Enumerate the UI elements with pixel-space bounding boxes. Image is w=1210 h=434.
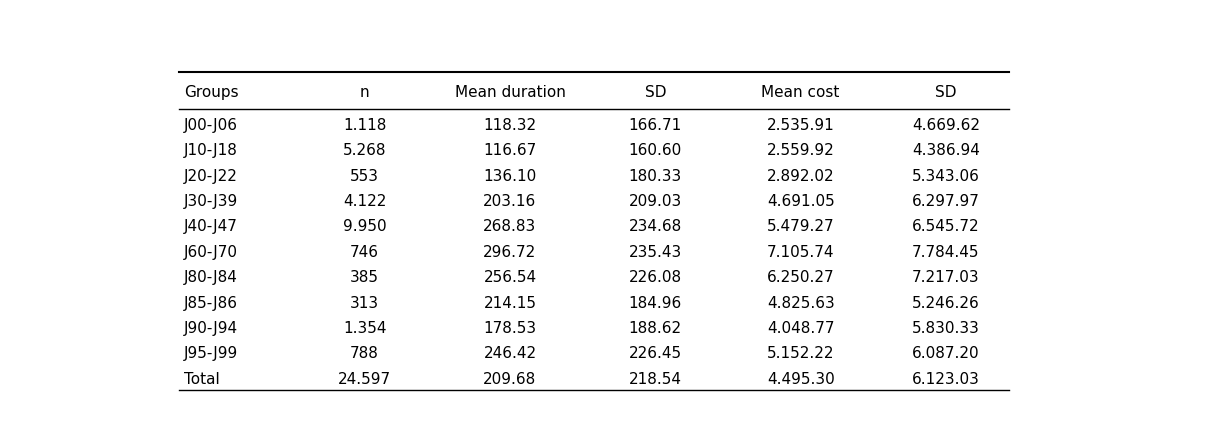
Text: 5.343.06: 5.343.06: [912, 169, 980, 184]
Text: J10-J18: J10-J18: [184, 143, 238, 158]
Text: 209.03: 209.03: [629, 194, 682, 209]
Text: SD: SD: [935, 85, 957, 100]
Text: J80-J84: J80-J84: [184, 270, 238, 285]
Text: 4.669.62: 4.669.62: [912, 118, 980, 133]
Text: J85-J86: J85-J86: [184, 296, 238, 311]
Text: J90-J94: J90-J94: [184, 321, 238, 336]
Text: 1.354: 1.354: [342, 321, 386, 336]
Text: 9.950: 9.950: [342, 220, 386, 234]
Text: 6.123.03: 6.123.03: [912, 372, 980, 387]
Text: 4.691.05: 4.691.05: [767, 194, 835, 209]
Text: 268.83: 268.83: [483, 220, 536, 234]
Text: 4.122: 4.122: [342, 194, 386, 209]
Text: 226.08: 226.08: [629, 270, 682, 285]
Text: 5.246.26: 5.246.26: [912, 296, 980, 311]
Text: SD: SD: [645, 85, 666, 100]
Text: 1.118: 1.118: [342, 118, 386, 133]
Text: 6.545.72: 6.545.72: [912, 220, 980, 234]
Text: J30-J39: J30-J39: [184, 194, 238, 209]
Text: 203.16: 203.16: [483, 194, 536, 209]
Text: J60-J70: J60-J70: [184, 245, 238, 260]
Text: 4.386.94: 4.386.94: [912, 143, 980, 158]
Text: 7.217.03: 7.217.03: [912, 270, 980, 285]
Text: J95-J99: J95-J99: [184, 346, 238, 362]
Text: Groups: Groups: [184, 85, 238, 100]
Text: 235.43: 235.43: [629, 245, 682, 260]
Text: 136.10: 136.10: [483, 169, 536, 184]
Text: 5.830.33: 5.830.33: [912, 321, 980, 336]
Text: Mean duration: Mean duration: [455, 85, 565, 100]
Text: 2.535.91: 2.535.91: [767, 118, 835, 133]
Text: 7.105.74: 7.105.74: [767, 245, 835, 260]
Text: 746: 746: [350, 245, 379, 260]
Text: 5.152.22: 5.152.22: [767, 346, 835, 362]
Text: 5.479.27: 5.479.27: [767, 220, 835, 234]
Text: 214.15: 214.15: [484, 296, 536, 311]
Text: 226.45: 226.45: [629, 346, 682, 362]
Text: 218.54: 218.54: [629, 372, 681, 387]
Text: 116.67: 116.67: [483, 143, 536, 158]
Text: 256.54: 256.54: [483, 270, 536, 285]
Text: 166.71: 166.71: [629, 118, 682, 133]
Text: 4.048.77: 4.048.77: [767, 321, 835, 336]
Text: 4.825.63: 4.825.63: [767, 296, 835, 311]
Text: 5.268: 5.268: [342, 143, 386, 158]
Text: 209.68: 209.68: [483, 372, 536, 387]
Text: Total: Total: [184, 372, 220, 387]
Text: 313: 313: [350, 296, 379, 311]
Text: 180.33: 180.33: [629, 169, 682, 184]
Text: 788: 788: [350, 346, 379, 362]
Text: 24.597: 24.597: [338, 372, 391, 387]
Text: J00-J06: J00-J06: [184, 118, 238, 133]
Text: n: n: [359, 85, 369, 100]
Text: J40-J47: J40-J47: [184, 220, 238, 234]
Text: 553: 553: [350, 169, 379, 184]
Text: 2.892.02: 2.892.02: [767, 169, 835, 184]
Text: 6.297.97: 6.297.97: [912, 194, 980, 209]
Text: 234.68: 234.68: [629, 220, 682, 234]
Text: 385: 385: [350, 270, 379, 285]
Text: 296.72: 296.72: [483, 245, 536, 260]
Text: 188.62: 188.62: [629, 321, 682, 336]
Text: 246.42: 246.42: [483, 346, 536, 362]
Text: Mean cost: Mean cost: [761, 85, 840, 100]
Text: J20-J22: J20-J22: [184, 169, 238, 184]
Text: 6.087.20: 6.087.20: [912, 346, 980, 362]
Text: 7.784.45: 7.784.45: [912, 245, 980, 260]
Text: 184.96: 184.96: [629, 296, 682, 311]
Text: 160.60: 160.60: [629, 143, 682, 158]
Text: 4.495.30: 4.495.30: [767, 372, 835, 387]
Text: 178.53: 178.53: [483, 321, 536, 336]
Text: 118.32: 118.32: [483, 118, 536, 133]
Text: 6.250.27: 6.250.27: [767, 270, 835, 285]
Text: 2.559.92: 2.559.92: [767, 143, 835, 158]
